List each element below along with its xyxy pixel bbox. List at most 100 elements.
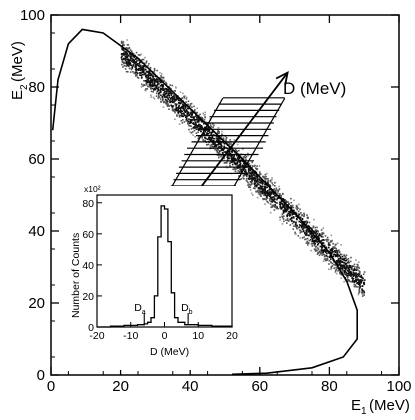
density-point	[188, 128, 190, 131]
density-point	[209, 122, 211, 125]
density-point	[223, 146, 225, 149]
density-point	[348, 264, 351, 267]
density-point	[147, 77, 149, 79]
density-point	[353, 263, 356, 266]
density-point	[267, 178, 269, 180]
density-point	[153, 71, 155, 73]
density-point	[359, 284, 361, 286]
density-point	[166, 92, 168, 94]
density-point	[184, 110, 187, 112]
density-point	[283, 211, 286, 213]
density-point	[146, 74, 148, 76]
density-point	[184, 105, 187, 107]
density-point	[183, 105, 185, 108]
density-point	[280, 206, 282, 209]
density-point	[191, 131, 194, 133]
density-point	[282, 204, 284, 207]
density-point	[272, 199, 274, 201]
density-point	[338, 261, 340, 264]
density-point	[279, 216, 281, 219]
density-point	[337, 270, 339, 272]
density-point	[266, 195, 268, 197]
density-point	[305, 238, 307, 240]
density-point	[237, 170, 239, 172]
density-point	[297, 210, 300, 213]
density-point	[323, 255, 326, 258]
density-point	[144, 65, 146, 68]
density-point	[167, 89, 169, 92]
density-point	[335, 268, 337, 271]
density-point	[169, 101, 172, 104]
density-point	[272, 184, 274, 186]
density-point	[196, 116, 198, 119]
density-point	[191, 113, 194, 115]
density-point	[160, 75, 162, 77]
density-point	[328, 256, 331, 259]
density-point	[351, 273, 354, 276]
density-point	[343, 254, 345, 257]
density-point	[185, 96, 188, 99]
density-point	[233, 156, 235, 158]
density-point	[173, 109, 176, 111]
density-point	[341, 261, 344, 263]
density-point	[264, 190, 266, 192]
density-point	[321, 242, 324, 244]
density-point	[295, 226, 298, 228]
density-point	[140, 68, 142, 71]
density-point	[213, 124, 215, 127]
density-point	[285, 210, 288, 213]
density-point	[296, 224, 298, 227]
density-point	[137, 54, 140, 56]
density-point	[207, 143, 210, 146]
density-point	[208, 138, 211, 141]
density-point	[298, 220, 300, 223]
density-point	[185, 98, 188, 100]
density-point	[150, 90, 153, 93]
density-point	[265, 175, 267, 178]
density-point	[295, 213, 298, 215]
density-point	[298, 203, 300, 206]
density-point	[215, 144, 218, 146]
density-point	[358, 283, 361, 285]
density-point	[341, 255, 344, 258]
density-point	[234, 162, 236, 164]
density-point	[225, 162, 228, 164]
density-point	[143, 71, 145, 74]
density-point	[242, 168, 244, 171]
density-point	[265, 197, 268, 199]
density-point	[220, 144, 223, 146]
density-point	[247, 168, 250, 170]
density-point	[149, 82, 151, 84]
d-axis-annotation: D (MeV)	[283, 79, 346, 98]
density-point	[196, 118, 199, 120]
density-point	[217, 127, 220, 129]
density-point	[265, 191, 267, 194]
density-point	[175, 107, 178, 109]
density-point	[270, 193, 272, 196]
density-point	[182, 119, 184, 121]
density-point	[313, 242, 316, 244]
density-point	[282, 198, 285, 200]
density-point	[225, 139, 227, 142]
density-point	[198, 125, 200, 128]
density-point	[170, 94, 172, 96]
density-point	[156, 84, 159, 87]
density-point	[293, 199, 295, 202]
density-point	[307, 230, 310, 232]
density-point	[252, 173, 255, 176]
density-point	[358, 288, 360, 291]
density-point	[182, 103, 184, 105]
density-point	[251, 166, 253, 169]
density-point	[150, 84, 152, 87]
density-point	[229, 164, 231, 167]
density-point	[131, 65, 134, 68]
density-point	[238, 171, 241, 174]
density-point	[173, 94, 175, 97]
density-point	[185, 101, 187, 103]
density-point	[168, 92, 171, 95]
density-point	[361, 295, 364, 297]
density-point	[208, 129, 211, 131]
density-point	[193, 116, 195, 118]
density-point	[337, 255, 339, 258]
density-point	[145, 83, 148, 86]
